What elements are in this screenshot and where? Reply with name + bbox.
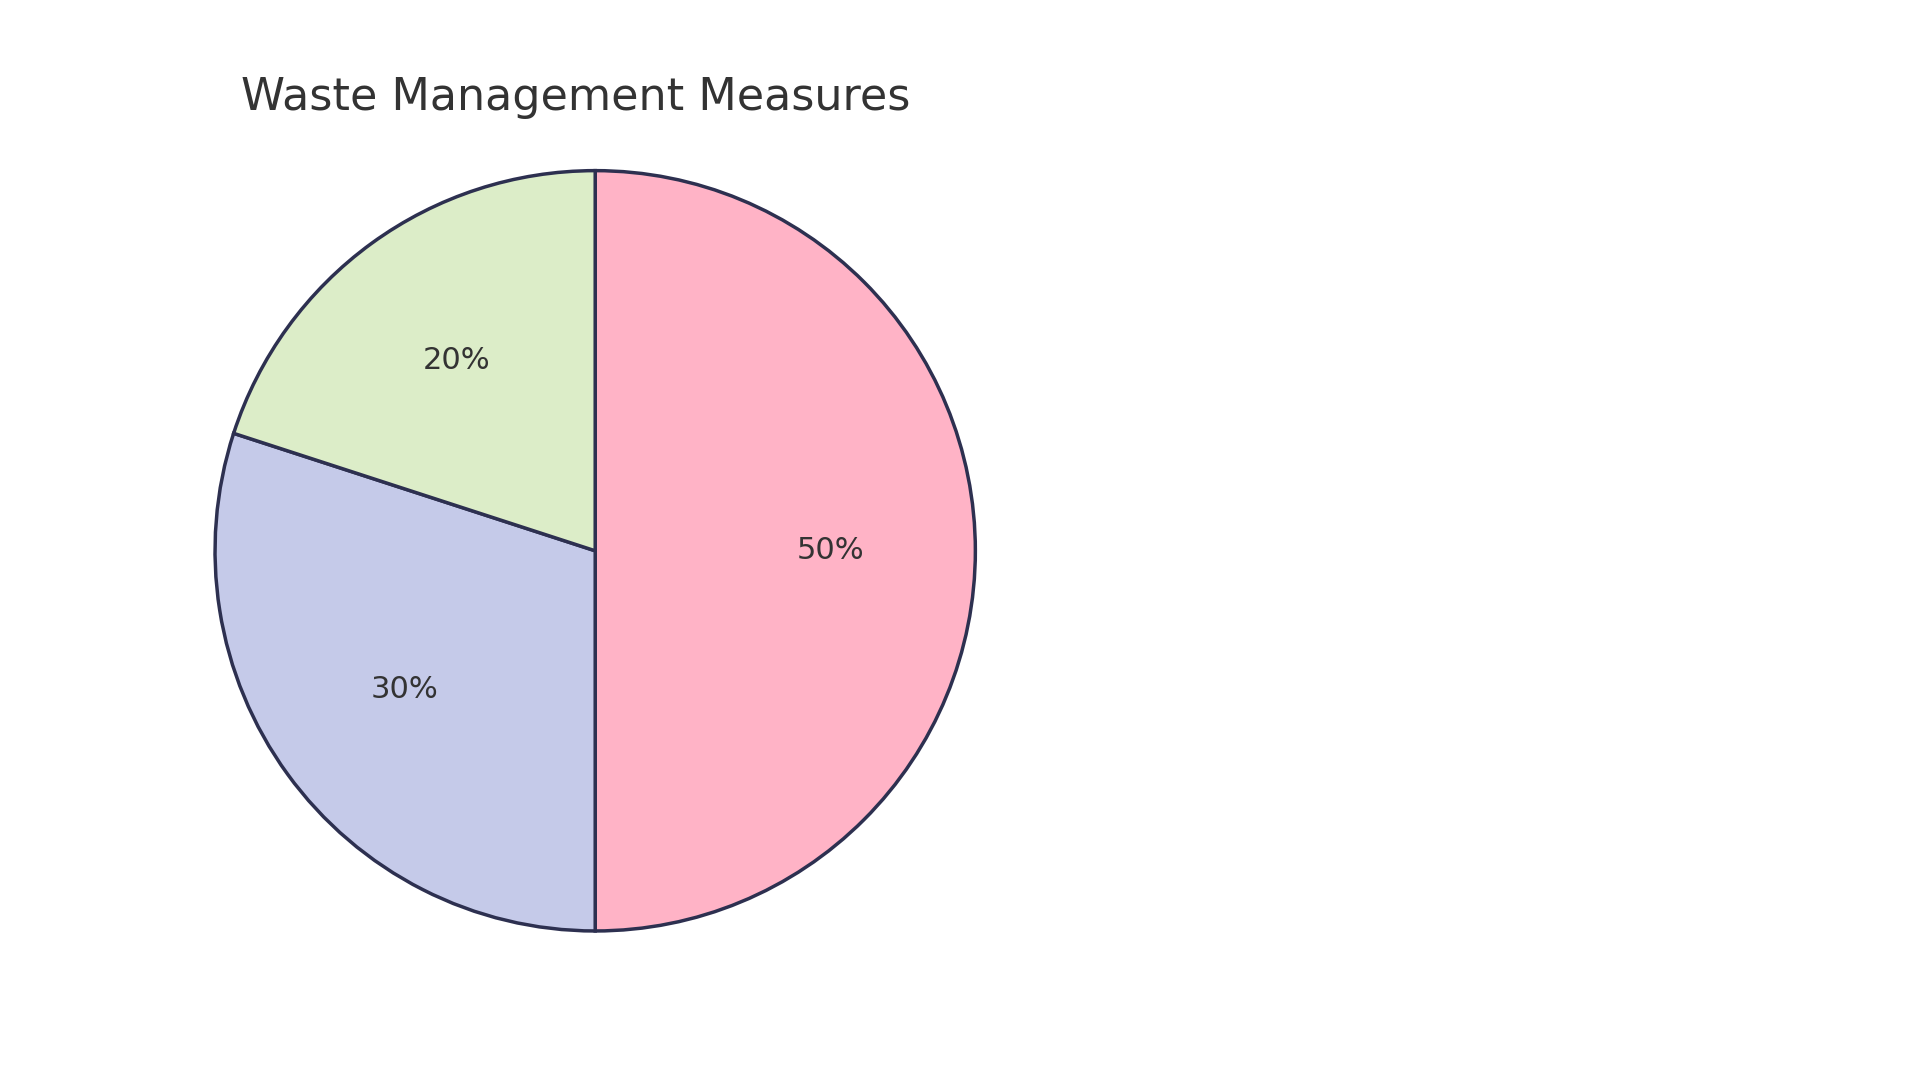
Text: 50%: 50% — [797, 537, 864, 565]
Wedge shape — [215, 433, 595, 931]
Wedge shape — [595, 171, 975, 931]
Text: Waste Management Measures: Waste Management Measures — [242, 76, 910, 119]
Legend: Local authority collected waste, Waste from Households, Household waste: Local authority collected waste, Waste f… — [1165, 440, 1718, 640]
Text: 30%: 30% — [371, 675, 438, 704]
Wedge shape — [234, 171, 595, 551]
Text: 20%: 20% — [422, 346, 490, 375]
